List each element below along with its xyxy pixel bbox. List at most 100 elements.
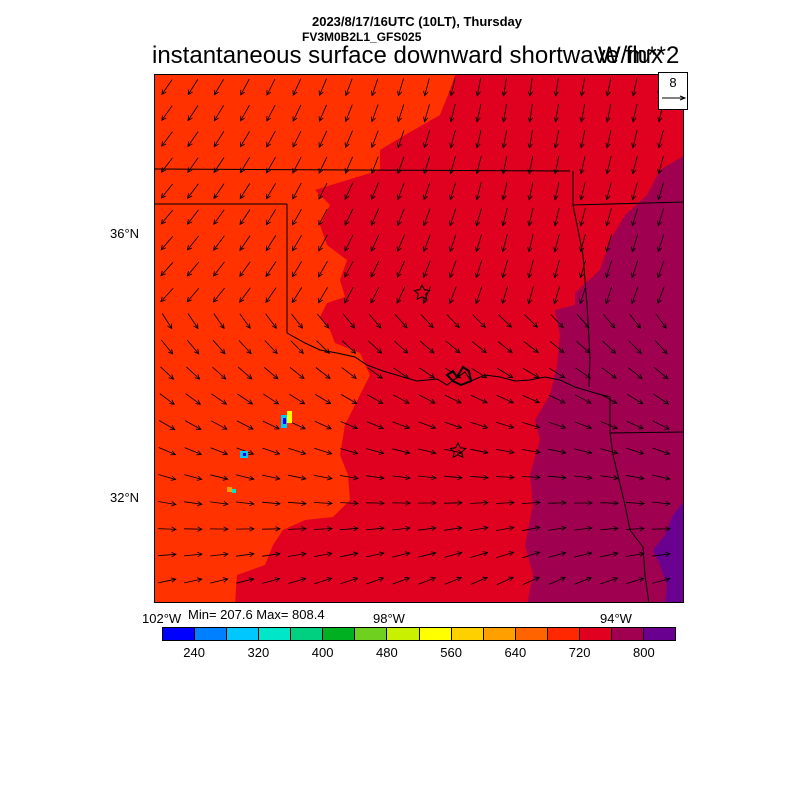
wind-arrow <box>419 340 435 354</box>
wind-arrow <box>579 78 585 97</box>
colorbar-tick-label: 800 <box>633 645 655 660</box>
model-name: FV3M0B2L1_GFS025 <box>302 30 422 44</box>
map-canvas <box>155 75 683 602</box>
wind-arrow <box>475 130 482 149</box>
wind-arrow <box>527 286 534 305</box>
wind-arrow <box>449 234 457 253</box>
wind-arrow <box>212 261 225 277</box>
wind-arrow <box>475 286 483 305</box>
wind-arrow <box>366 421 385 430</box>
map-panel <box>154 74 684 603</box>
wind-arrow <box>469 474 489 480</box>
wind-arrow <box>423 182 431 201</box>
wind-arrow <box>470 525 489 531</box>
wind-arrow <box>444 551 463 558</box>
wind-arrow <box>318 208 328 226</box>
wind-arrow <box>655 313 667 330</box>
wind-arrow <box>160 366 175 380</box>
wind-arrow <box>239 183 251 200</box>
wind-arrow <box>212 366 227 380</box>
wind-arrow <box>574 576 593 585</box>
wind-arrow <box>186 261 200 277</box>
wind-arrow <box>344 78 353 97</box>
wind-arrow <box>239 131 250 148</box>
wind-arrow <box>339 526 359 532</box>
colorbar-swatch <box>419 628 452 640</box>
colorbar-swatch <box>483 628 516 640</box>
wind-arrow <box>656 260 665 279</box>
wind-arrow <box>186 287 200 303</box>
wind-arrow <box>158 474 177 481</box>
colorbar-swatch <box>323 628 356 640</box>
wind-arrow <box>418 474 437 481</box>
wind-arrow <box>527 182 534 201</box>
wind-arrow <box>342 313 356 329</box>
colorbar-swatch <box>163 628 196 640</box>
wind-arrow <box>445 340 461 354</box>
min-max-label: Min= 207.6 Max= 808.4 <box>188 607 325 622</box>
wind-arrow <box>418 525 437 532</box>
reference-arrow-icon <box>662 95 687 101</box>
wind-arrow <box>496 551 515 559</box>
wind-arrow <box>579 208 586 227</box>
wind-arrow <box>239 313 251 330</box>
wind-arrow <box>599 526 619 532</box>
wind-arrow <box>553 104 559 123</box>
wind-arrow <box>475 104 482 123</box>
wind-arrow <box>628 340 642 355</box>
wind-arrow <box>449 104 456 123</box>
wind-arrow <box>657 234 665 253</box>
wind-arrow <box>239 261 251 278</box>
wind-arrow <box>187 157 199 174</box>
wind-arrow <box>527 260 534 279</box>
wind-arrow <box>314 475 333 481</box>
wind-arrow <box>397 78 404 97</box>
wind-arrow <box>288 447 307 455</box>
wind-arrow <box>472 314 486 329</box>
wind-arrow <box>579 234 586 253</box>
wind-arrow <box>631 156 638 175</box>
wind-arrow <box>449 130 456 149</box>
wind-arrow <box>653 366 669 380</box>
wind-arrow <box>443 500 463 506</box>
wind-arrow <box>184 501 203 507</box>
wind-arrow <box>523 341 539 354</box>
wind-arrow <box>160 235 174 251</box>
wind-arrow <box>631 78 638 97</box>
wind-arrow <box>444 394 462 404</box>
wind-arrow <box>579 286 587 305</box>
colorbar-swatch <box>643 628 675 640</box>
wind-arrow <box>449 182 456 201</box>
wind-arrow <box>366 394 384 404</box>
wind-arrow <box>501 286 508 305</box>
wind-arrow <box>547 474 567 481</box>
colorbar-swatch <box>355 628 388 640</box>
wind-arrow <box>318 234 328 252</box>
wind-arrow <box>292 209 302 226</box>
kansas-oklahoma-border <box>155 168 571 172</box>
wind-arrow <box>261 500 281 507</box>
wind-arrow <box>161 105 173 122</box>
colorbar-tick-label: 400 <box>311 645 334 660</box>
arkansas-oklahoma-border <box>572 171 591 388</box>
wind-arrow <box>392 394 410 404</box>
wind-arrow <box>522 449 541 455</box>
wind-arrow <box>553 78 559 97</box>
wind-arrow <box>240 105 250 122</box>
wind-arrow <box>342 340 357 354</box>
wind-arrow <box>522 525 541 532</box>
wind-arrow <box>158 577 177 584</box>
wind-arrow <box>657 208 665 227</box>
colorbar-swatch <box>451 628 484 640</box>
wind-arrow <box>651 526 671 532</box>
wind-arrow <box>626 551 645 557</box>
wind-arrow <box>344 156 353 175</box>
wind-arrow <box>553 260 560 279</box>
wind-arrow <box>396 260 405 279</box>
colorbar-swatch <box>515 628 548 640</box>
wind-vectors <box>157 78 671 586</box>
colorbar-swatch <box>579 628 612 640</box>
wind-arrow <box>449 78 456 97</box>
wind-arrow <box>652 551 671 557</box>
wind-arrow <box>579 182 586 201</box>
